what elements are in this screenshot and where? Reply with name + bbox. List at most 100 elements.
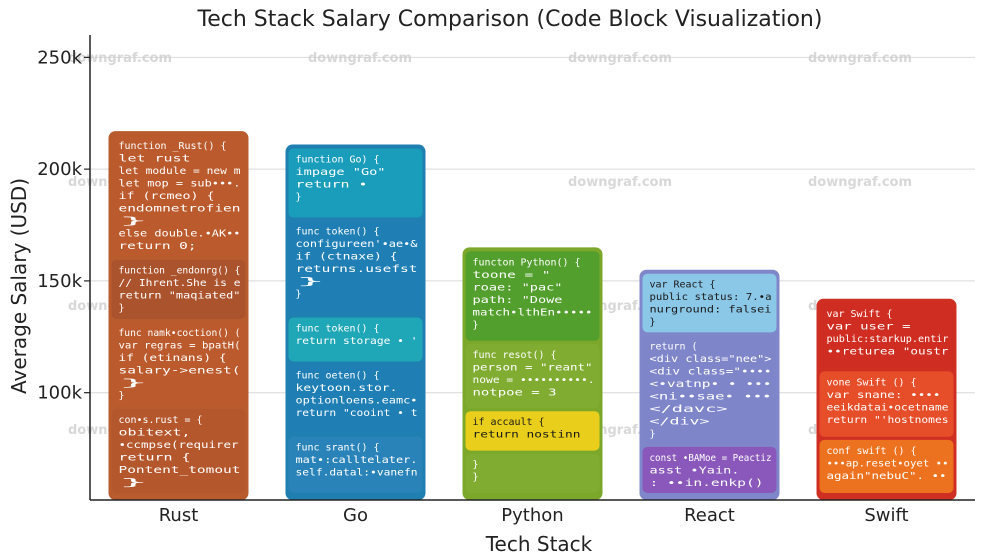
code-line: function _endonrg() { <box>119 266 241 277</box>
bars: function _Rust() { let rust let module =… <box>108 131 957 500</box>
code-line: </davc> <box>650 404 728 415</box>
code-block <box>111 408 246 493</box>
code-line: mat•:calltelater. <box>296 455 418 466</box>
code-line: returns.usefst <box>296 264 418 275</box>
code-line: func srant() { <box>296 443 380 454</box>
code-line: let rust <box>119 154 191 165</box>
code-line: return ( <box>650 341 698 352</box>
code-line: <•vatnp• • ••• <box>650 379 772 390</box>
code-block <box>465 343 600 409</box>
x-tick-label-go: Go <box>343 505 368 526</box>
code-line: const •BAMoe = Peactiz <box>650 453 772 464</box>
code-line: } <box>473 472 479 483</box>
code-line: } <box>296 289 302 300</box>
code-block <box>465 411 600 451</box>
x-axis-label: Tech Stack <box>485 532 593 556</box>
code-line: asst •Yain. <box>650 465 740 476</box>
code-line: <div class="•••• <box>650 366 772 377</box>
code-block <box>288 220 423 315</box>
x-tick-label-python: Python <box>501 505 563 526</box>
code-line: if (etinans) { <box>119 353 227 364</box>
code-line: } <box>296 192 302 203</box>
code-line: : ••in.enkp() <box>650 478 764 489</box>
watermark-text: downgraf.com <box>568 175 672 190</box>
tick-labels: 100k 150k 200k 250k Rust Go Python React Swift <box>37 47 908 526</box>
y-tick-label: 100k <box>37 383 82 404</box>
y-tick-label: 150k <box>37 271 82 292</box>
code-block <box>819 302 954 369</box>
code-block <box>819 371 954 437</box>
code-line: return 0; <box>119 241 197 252</box>
code-line: Pontent_tomout <box>119 465 241 476</box>
code-line: let mop = sub•••. <box>119 179 241 190</box>
code-line: </div> <box>650 416 710 427</box>
code-line: var snane: •••• <box>827 390 941 401</box>
code-line: obitext, <box>119 427 191 438</box>
code-line: var React { <box>650 280 716 291</box>
code-line: func token() { <box>296 227 380 238</box>
bar-go: function Go) { impage "Go" return •} func… <box>285 144 426 500</box>
code-line: configureen'•ae•& <box>296 239 418 250</box>
code-block <box>642 446 777 493</box>
code-line: } <box>473 460 479 471</box>
code-line: person = "reant" <box>473 362 593 373</box>
code-line: roae: "pac" <box>473 282 563 293</box>
code-line: match•lthEn••••• <box>473 307 593 318</box>
code-line: conf swift () { <box>827 446 917 457</box>
code-line: return "cooint • t <box>296 408 418 419</box>
code-line: toone = " <box>473 270 551 281</box>
code-line: salary->enest( <box>119 365 241 376</box>
code-line: } <box>473 320 479 331</box>
code-line: return • <box>296 180 368 191</box>
code-line: endomnetrofien <box>119 204 241 215</box>
code-line: } <box>119 477 149 488</box>
code-line: •••ap.reset•oyet •• <box>827 458 949 469</box>
bar-react: var React { public status: 7.•a nurgroun… <box>639 269 780 500</box>
code-line: return "'hostnomes <box>827 415 949 426</box>
code-block <box>288 364 423 434</box>
code-line: vone Swift () { <box>827 377 917 388</box>
bar-swift: var Swift { var user = public:starkup.en… <box>816 298 957 500</box>
code-line: function Go) { <box>296 155 380 166</box>
code-line: // Ihrent.She is e <box>119 278 241 289</box>
code-line: } <box>119 378 149 389</box>
code-line: } <box>119 303 125 314</box>
code-line: public status: 7.•a <box>650 292 772 303</box>
code-line: return nostinn <box>473 430 581 441</box>
code-line: } <box>119 390 125 401</box>
watermark-text: downgraf.com <box>808 175 912 190</box>
code-line: con•s.rust = { <box>119 415 203 426</box>
code-line: eeikdatai•ocetname <box>827 402 949 413</box>
code-block <box>642 273 777 333</box>
y-axis-label: Average Salary (USD) <box>7 178 31 394</box>
code-line: function _Rust() { <box>119 141 227 152</box>
watermark-text: downgraf.com <box>808 51 912 66</box>
code-line: •ccmpse(requirer <box>119 440 239 451</box>
bar-rust: function _Rust() { let rust let module =… <box>108 131 249 500</box>
code-line: } <box>650 317 656 328</box>
code-line: else double.•AK•• <box>119 229 241 240</box>
code-line: nowe = ••••••••••. <box>473 375 595 386</box>
code-line: functon Python() { <box>473 257 581 268</box>
code-block <box>465 453 600 493</box>
code-line: return { <box>119 452 191 463</box>
code-block <box>288 317 423 362</box>
code-line: public:starkup.entir <box>827 334 949 345</box>
code-block <box>288 436 423 493</box>
code-line: func oeten() { <box>296 371 380 382</box>
watermark-text: downgraf.com <box>68 51 172 66</box>
x-tick-label-swift: Swift <box>864 505 908 526</box>
y-tick-label: 200k <box>37 159 82 180</box>
x-tick-label-rust: Rust <box>159 505 199 526</box>
bar-python: functon Python() { toone = " roae: "pac"… <box>462 247 603 500</box>
code-line: var user = <box>827 321 911 332</box>
code-line: impage "Go" <box>296 167 386 178</box>
code-line: again"nebuC". •• <box>827 471 947 482</box>
code-block <box>642 335 777 444</box>
code-line: optionloens.eamc• <box>296 396 418 407</box>
y-tick-label: 250k <box>37 47 82 68</box>
code-line: path: "Dowe <box>473 295 563 306</box>
code-line: <div class="nee"> <box>650 354 772 365</box>
x-tick-label-react: React <box>684 505 735 526</box>
